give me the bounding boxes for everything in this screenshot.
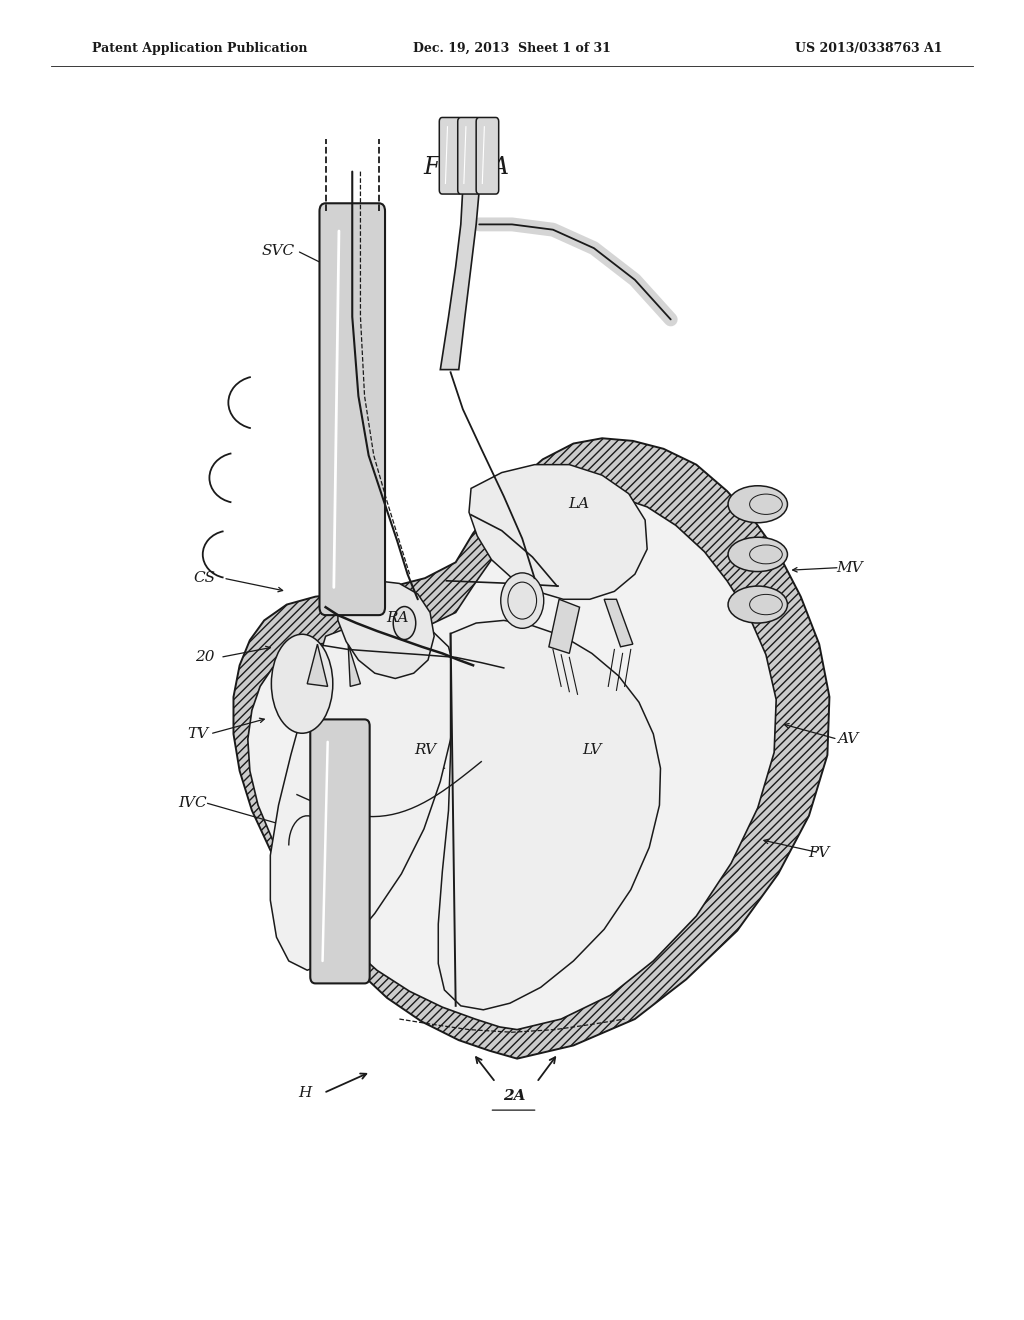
Ellipse shape <box>393 607 416 639</box>
Ellipse shape <box>728 486 787 523</box>
Text: Fig. 1A: Fig. 1A <box>423 156 509 178</box>
Text: 20: 20 <box>195 651 215 664</box>
Polygon shape <box>438 620 660 1010</box>
Text: H: H <box>299 1086 311 1100</box>
Text: RA: RA <box>386 611 409 624</box>
Ellipse shape <box>728 586 787 623</box>
FancyBboxPatch shape <box>319 203 385 615</box>
Text: SVC: SVC <box>262 244 295 257</box>
Polygon shape <box>440 165 479 370</box>
Text: LA: LA <box>568 498 589 511</box>
Ellipse shape <box>728 537 787 572</box>
Text: Dec. 19, 2013  Sheet 1 of 31: Dec. 19, 2013 Sheet 1 of 31 <box>413 42 611 55</box>
Text: IVC: IVC <box>178 796 207 809</box>
Text: CS: CS <box>194 572 216 585</box>
Text: TV: TV <box>187 727 208 741</box>
Polygon shape <box>248 494 776 1030</box>
Text: AV: AV <box>838 733 858 746</box>
Polygon shape <box>307 644 328 686</box>
Ellipse shape <box>501 573 544 628</box>
Text: LV: LV <box>583 743 601 756</box>
Polygon shape <box>348 644 360 686</box>
Text: 2A: 2A <box>503 1089 525 1102</box>
Text: US 2013/0338763 A1: US 2013/0338763 A1 <box>795 42 942 55</box>
FancyBboxPatch shape <box>310 719 370 983</box>
Polygon shape <box>233 438 829 1059</box>
Text: PV: PV <box>809 846 829 859</box>
Polygon shape <box>469 465 647 599</box>
Ellipse shape <box>271 635 333 734</box>
FancyBboxPatch shape <box>458 117 480 194</box>
Text: RV: RV <box>414 743 436 756</box>
Polygon shape <box>270 620 455 970</box>
Polygon shape <box>604 599 633 647</box>
Text: MV: MV <box>837 561 863 574</box>
Polygon shape <box>338 581 434 678</box>
Polygon shape <box>549 599 580 653</box>
FancyBboxPatch shape <box>439 117 462 194</box>
Text: Patent Application Publication: Patent Application Publication <box>92 42 307 55</box>
FancyBboxPatch shape <box>476 117 499 194</box>
